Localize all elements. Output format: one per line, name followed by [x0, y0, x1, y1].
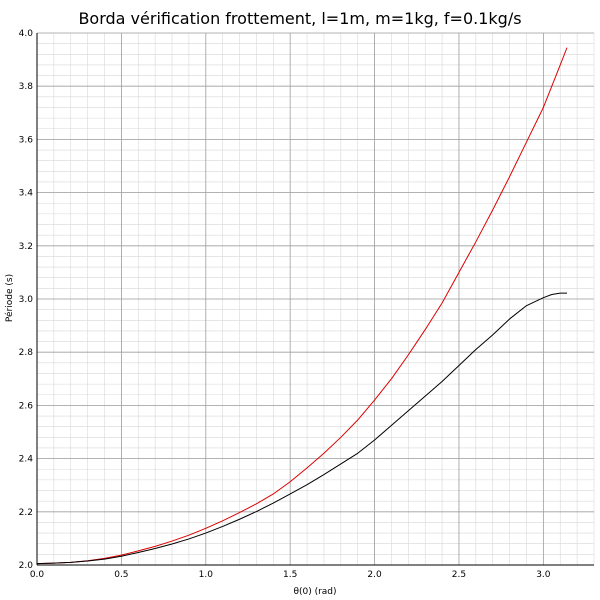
y-tick-label: 3.8 [19, 82, 34, 92]
axes [36, 33, 594, 566]
y-axis-label: Période (s) [4, 274, 15, 322]
x-tick-label: 0.0 [30, 570, 45, 580]
x-tick-label: 1.0 [199, 570, 214, 580]
x-tick-label: 3.0 [536, 570, 551, 580]
y-tick-label: 2.0 [19, 561, 34, 571]
x-tick-label: 2.0 [367, 570, 382, 580]
series-layer [36, 47, 568, 565]
tick-labels: 0.0 0.5 1.0 1.5 2.0 2.5 3.0 2.0 2.2 2.4 2.6 2.8 3.0 3… [19, 29, 551, 580]
y-tick-label: 3.2 [19, 242, 33, 252]
y-tick-label: 3.0 [19, 295, 34, 305]
chart-title: Borda vérification frottement, l=1m, m=1… [78, 9, 521, 28]
x-tick-label: 1.5 [283, 570, 297, 580]
series-line-red [36, 47, 568, 565]
y-tick-label: 3.6 [19, 135, 34, 145]
x-tick-label: 0.5 [114, 570, 128, 580]
y-tick-label: 2.6 [19, 401, 34, 411]
major-grid [36, 32, 594, 566]
y-tick-label: 2.4 [19, 455, 34, 465]
x-tick-label: 2.5 [452, 570, 466, 580]
x-axis-label: θ(0) (rad) [293, 587, 336, 597]
y-tick-label: 2.2 [19, 508, 33, 518]
y-tick-label: 4.0 [19, 29, 34, 39]
y-tick-label: 3.4 [19, 189, 34, 199]
series-line-black [36, 292, 567, 565]
y-tick-label: 2.8 [19, 348, 34, 358]
